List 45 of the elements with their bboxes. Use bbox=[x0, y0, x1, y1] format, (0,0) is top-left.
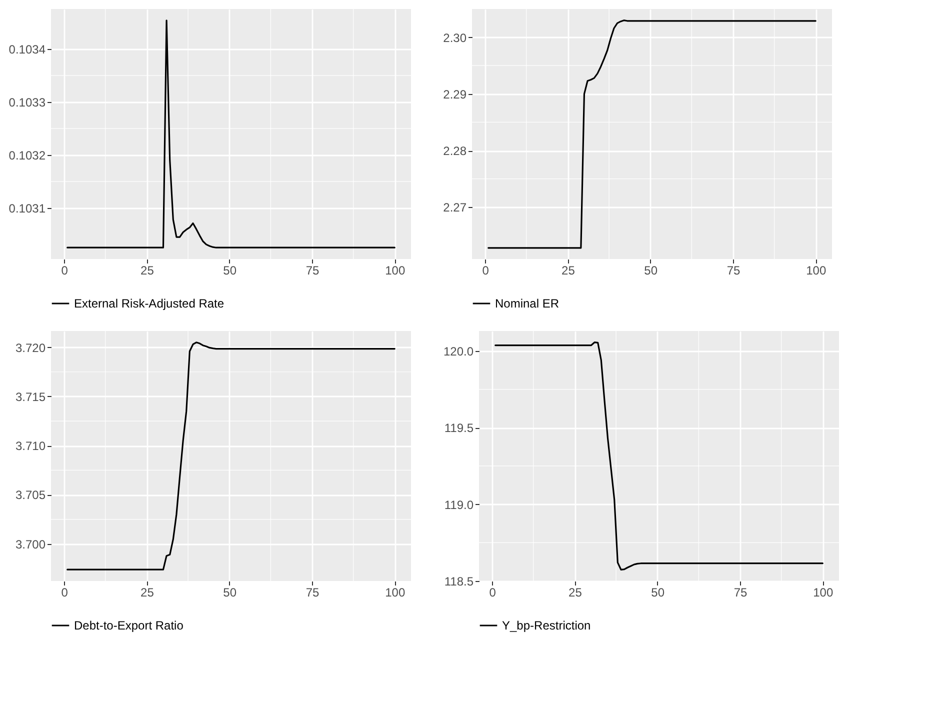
legend-label: External Risk-Adjusted Rate bbox=[74, 296, 224, 310]
x-tick-label: 0 bbox=[482, 264, 490, 278]
x-tick-label: 50 bbox=[223, 264, 237, 278]
y-tick-label: 2.30 bbox=[443, 30, 467, 45]
y-tick-label: 0.1032 bbox=[8, 148, 46, 162]
line-series bbox=[66, 342, 396, 570]
y-tick-label: 119.5 bbox=[444, 421, 474, 436]
y-tick-label: 3.710 bbox=[15, 439, 46, 454]
x-tick-label: 0 bbox=[61, 264, 68, 278]
x-tick-label: 75 bbox=[734, 586, 748, 600]
y-tick-label: 0.1031 bbox=[8, 201, 46, 216]
x-tick-label: 50 bbox=[651, 586, 665, 600]
x-tick-label: 25 bbox=[568, 586, 582, 600]
y-tick-label: 2.29 bbox=[443, 87, 467, 102]
x-tick-label: 25 bbox=[562, 264, 576, 278]
line-series bbox=[66, 20, 396, 248]
y-tick-label: 119.0 bbox=[444, 498, 474, 512]
x-tick-label: 100 bbox=[813, 586, 834, 600]
legend-label: Nominal ER bbox=[495, 296, 560, 310]
x-tick-label: 0 bbox=[489, 586, 496, 600]
y-tick-label: 118.5 bbox=[444, 574, 474, 588]
x-tick-label: 75 bbox=[306, 264, 320, 278]
line-series bbox=[494, 342, 824, 570]
y-tick-label: 0.1033 bbox=[8, 95, 46, 110]
x-tick-label: 0 bbox=[61, 586, 68, 600]
y-tick-label: 3.705 bbox=[15, 488, 46, 502]
x-tick-label: 75 bbox=[726, 264, 740, 278]
legend-label: Y_bp-Restriction bbox=[502, 618, 591, 632]
x-tick-label: 100 bbox=[806, 264, 826, 278]
y-tick-label: 2.27 bbox=[443, 200, 467, 215]
x-tick-label: 25 bbox=[140, 586, 154, 600]
x-tick-label: 50 bbox=[223, 586, 237, 600]
y-tick-label: 0.1034 bbox=[8, 42, 46, 56]
y-tick-label: 3.700 bbox=[15, 537, 46, 552]
y-tick-label: 3.720 bbox=[15, 340, 46, 355]
y-tick-label: 2.28 bbox=[443, 144, 467, 158]
y-tick-label: 120.0 bbox=[443, 344, 474, 358]
x-tick-label: 50 bbox=[644, 264, 658, 278]
x-tick-label: 25 bbox=[140, 264, 154, 278]
y-tick-label: 3.715 bbox=[15, 390, 46, 404]
line-series bbox=[488, 20, 816, 249]
x-tick-label: 75 bbox=[306, 586, 320, 600]
x-tick-label: 100 bbox=[385, 264, 406, 278]
legend-label: Debt-to-Export Ratio bbox=[74, 618, 184, 632]
x-tick-label: 100 bbox=[385, 586, 406, 600]
